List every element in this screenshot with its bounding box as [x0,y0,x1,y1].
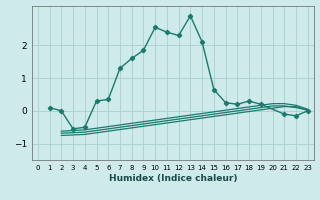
X-axis label: Humidex (Indice chaleur): Humidex (Indice chaleur) [108,174,237,183]
